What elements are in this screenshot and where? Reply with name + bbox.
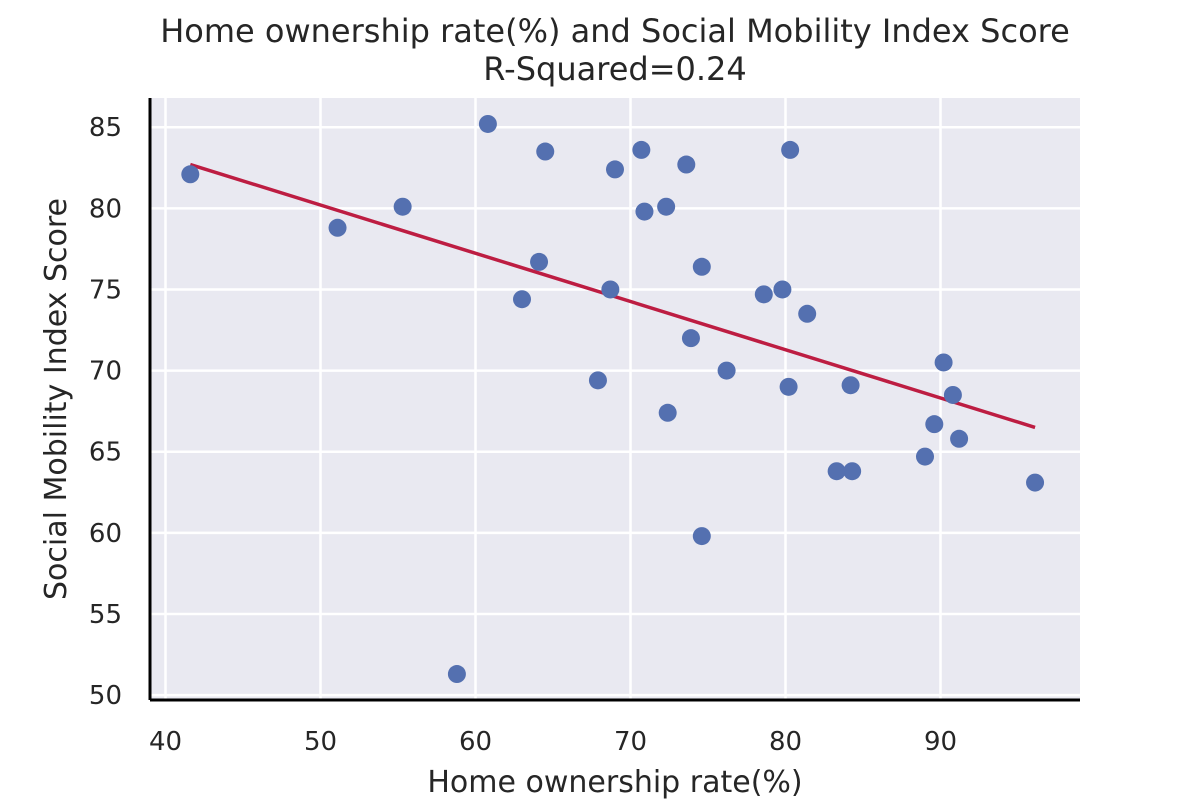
data-point — [925, 415, 944, 434]
data-point — [606, 160, 624, 179]
data-point — [798, 304, 817, 323]
x-tick-label: 80 — [769, 727, 802, 757]
y-tick-label: 75 — [89, 275, 122, 305]
data-point — [393, 197, 412, 216]
data-point — [934, 353, 953, 372]
x-axis-label: Home ownership rate(%) — [427, 765, 802, 800]
y-axis-label: Social Mobility Index Score — [39, 198, 74, 600]
data-point — [827, 462, 846, 481]
data-point — [478, 114, 497, 133]
data-point — [677, 155, 696, 174]
data-point — [632, 140, 651, 159]
y-tick-label: 85 — [89, 113, 122, 143]
data-point — [916, 447, 934, 466]
data-point — [657, 197, 676, 216]
data-point — [950, 429, 969, 448]
data-point — [781, 140, 800, 159]
data-point — [841, 376, 860, 395]
data-point — [181, 165, 200, 184]
y-tick-label: 65 — [89, 438, 122, 468]
data-point — [681, 329, 700, 348]
data-point — [779, 377, 798, 396]
y-tick-label: 80 — [89, 194, 122, 224]
x-tick-label: 40 — [149, 727, 182, 757]
data-point — [536, 142, 555, 161]
x-tick-label: 70 — [614, 727, 647, 757]
data-point — [754, 285, 773, 304]
data-point — [692, 527, 711, 546]
chart-title: Home ownership rate(%) and Social Mobili… — [160, 12, 1070, 50]
tick-labels: 40 50 60 70 80 90 50 55 60 65 70 75 80 85 — [89, 113, 957, 757]
data-point — [773, 280, 792, 299]
data-point — [601, 280, 620, 299]
data-point — [1026, 473, 1045, 492]
data-point — [530, 252, 549, 271]
data-point — [635, 202, 654, 221]
data-point — [943, 385, 962, 404]
y-tick-label: 50 — [89, 681, 122, 711]
x-tick-label: 90 — [924, 727, 957, 757]
data-point — [717, 361, 736, 380]
plot-area — [150, 98, 1080, 700]
data-point — [692, 257, 711, 276]
data-point — [658, 403, 677, 422]
y-tick-label: 60 — [89, 519, 122, 549]
x-tick-label: 60 — [459, 727, 492, 757]
data-point — [588, 371, 607, 390]
data-point — [843, 462, 862, 481]
x-tick-label: 50 — [304, 727, 337, 757]
data-point — [513, 290, 531, 309]
data-point — [447, 665, 466, 684]
points-layer — [181, 114, 1045, 684]
y-tick-label: 70 — [89, 357, 122, 387]
data-point — [328, 218, 347, 237]
y-tick-label: 55 — [89, 600, 122, 630]
chart-subtitle: R-Squared=0.24 — [483, 50, 747, 88]
